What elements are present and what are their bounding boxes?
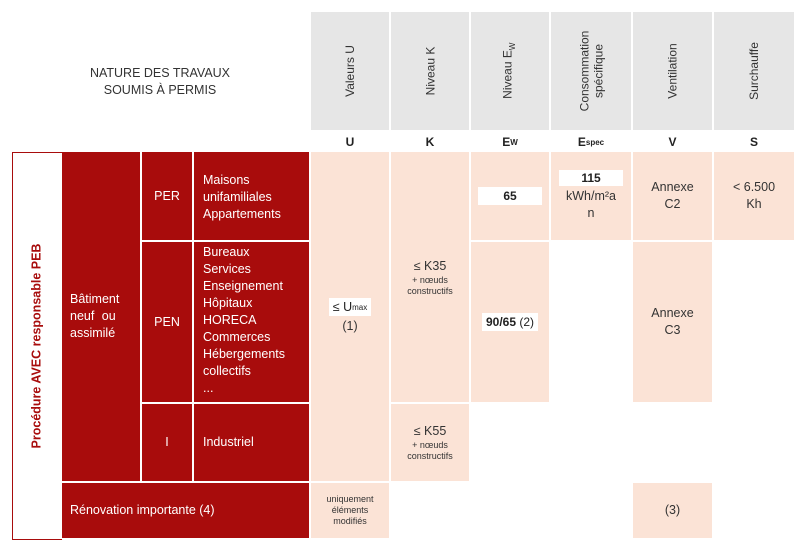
surch-per-cell: < 6.500 Kh	[714, 152, 794, 240]
k35-note: + nœuds	[412, 274, 448, 285]
i-item: Industriel	[203, 435, 254, 449]
pen-item: Services	[203, 262, 251, 276]
col-header-espec-label: Consommation spécifique	[577, 31, 605, 112]
symbol-s: S	[714, 132, 794, 152]
col-header-ew: Niveau EW	[471, 12, 549, 130]
vent-per-line: Annexe	[651, 180, 694, 194]
pen-item: Hébergements	[203, 347, 285, 361]
pen-item: HORECA	[203, 313, 257, 327]
i-code-cell: I	[142, 404, 192, 481]
u-main-text: ≤ U	[332, 300, 353, 314]
u-main-sub: max	[352, 302, 368, 312]
ew-pen-note: (2)	[519, 315, 535, 329]
espec-unit-line1: kWh/m²a	[566, 189, 616, 203]
ew-pen-box: 90/65 (2)	[481, 313, 539, 331]
pen-code: PEN	[154, 314, 180, 329]
col-header-k: Niveau K	[391, 12, 469, 130]
k35-value: ≤ K35	[413, 258, 447, 273]
symbol-ew-main: E	[502, 135, 511, 149]
per-items-cell: Maisons unifamiliales Appartements	[194, 152, 309, 240]
ew-label-sub: W	[507, 42, 517, 51]
vent-pen-line: C3	[664, 323, 681, 337]
pen-code-cell: PEN	[142, 242, 192, 402]
vent-pen-line: Annexe	[651, 306, 694, 320]
col-header-s: Surchauffe	[714, 12, 794, 130]
espec-value: 115	[559, 170, 623, 186]
col-header-v: Ventilation	[633, 12, 712, 130]
nature-header-line2: SOUMIS À PERMIS	[103, 83, 217, 97]
i-items-cell: Industriel	[194, 404, 309, 481]
batiment-line2: neuf ou	[70, 309, 116, 323]
pen-item: ...	[203, 381, 214, 395]
side-frame	[12, 152, 62, 540]
batiment-cell: Bâtiment neuf ou assimilé	[62, 152, 140, 481]
ew-per-cell: 65	[471, 152, 549, 240]
batiment-line1: Bâtiment	[70, 292, 120, 306]
symbol-espec-main: E	[577, 135, 586, 149]
k55-cell: ≤ K55 + nœuds constructifs	[391, 404, 469, 481]
nature-header-line1: NATURE DES TRAVAUX	[89, 66, 231, 80]
pen-item: Bureaux	[203, 245, 250, 259]
k35-note: constructifs	[407, 285, 453, 296]
pen-item: Commerces	[203, 330, 271, 344]
vent-per-line: C2	[664, 197, 681, 211]
symbol-v: V	[633, 132, 712, 152]
pen-items-cell: Bureaux Services Enseignement Hôpitaux H…	[194, 242, 309, 402]
u-renov-cell: uniquement éléments modifiés	[311, 483, 389, 538]
nature-header: NATURE DES TRAVAUX SOUMIS À PERMIS	[60, 60, 260, 104]
k35-cell: ≤ K35 + nœuds constructifs	[391, 152, 469, 402]
symbol-u: U	[311, 132, 389, 152]
espec-unit-line2: n	[587, 206, 595, 220]
pen-item: Hôpitaux	[203, 296, 253, 310]
batiment-line3: assimilé	[70, 326, 116, 340]
col-header-k-label: Niveau K	[422, 46, 437, 96]
col-header-u-label: Valeurs U	[342, 45, 357, 97]
espec-per-cell: 115 kWh/m²a n	[551, 152, 631, 240]
u-renov-line: modifiés	[333, 516, 367, 526]
k55-value: ≤ K55	[413, 424, 447, 438]
per-item: Maisons	[203, 173, 250, 187]
ew-pen-value: 90/65	[485, 315, 516, 329]
per-item: Appartements	[203, 207, 281, 221]
vent-renov-cell: (3)	[633, 483, 712, 538]
col-header-v-label: Ventilation	[665, 43, 680, 99]
col-header-espec: Consommation spécifique	[551, 12, 631, 130]
col-header-ew-label: Niveau EW	[500, 43, 519, 99]
symbol-espec-sub: spec	[585, 137, 605, 147]
ew-pen-cell: 90/65 (2)	[471, 242, 549, 402]
u-renov-line: éléments	[331, 505, 369, 515]
per-code-cell: PER	[142, 152, 192, 240]
renovation-label: Rénovation importante (4)	[70, 503, 215, 517]
per-item: unifamiliales	[203, 190, 272, 204]
k55-note: + nœuds	[412, 440, 448, 450]
surch-per-line: Kh	[746, 197, 762, 211]
espec-label-line1: Consommation	[577, 30, 592, 112]
vent-pen-cell: Annexe C3	[633, 242, 712, 402]
ew-label-text: Niveau E	[500, 50, 515, 100]
vent-per-cell: Annexe C2	[633, 152, 712, 240]
u-main-note: (1)	[342, 319, 358, 333]
espec-label-line2: spécifique	[591, 43, 606, 99]
symbol-ew-sub: W	[510, 137, 518, 147]
vent-renov-value: (3)	[664, 503, 681, 517]
ew-per-value: 65	[478, 187, 542, 205]
side-label-wrap: Procédure AVEC responsable PEB	[12, 152, 60, 540]
u-renov-line: uniquement	[326, 494, 374, 504]
pen-item: Enseignement	[203, 279, 283, 293]
renovation-cell: Rénovation importante (4)	[62, 483, 309, 538]
col-header-s-label: Surchauffe	[746, 42, 761, 100]
surch-per-line: < 6.500	[732, 180, 776, 194]
col-header-u: Valeurs U	[311, 12, 389, 130]
side-label: Procédure AVEC responsable PEB	[29, 243, 43, 449]
per-code: PER	[154, 188, 180, 203]
symbol-k: K	[391, 132, 469, 152]
k55-note: constructifs	[407, 451, 453, 461]
i-code: I	[165, 435, 169, 449]
pen-item: collectifs	[203, 364, 251, 378]
